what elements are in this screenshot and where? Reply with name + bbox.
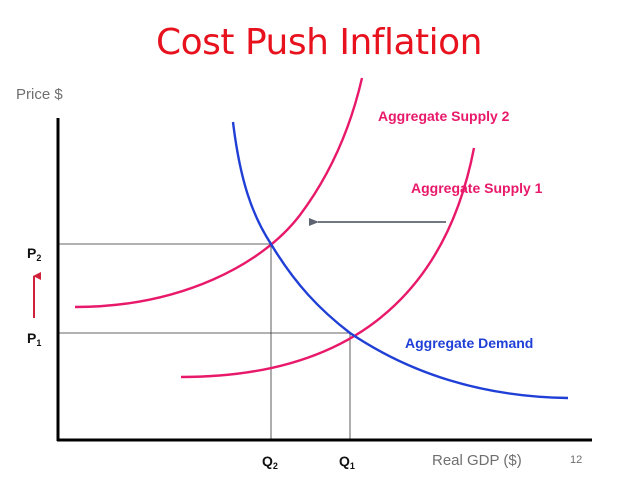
aggregate-supply-2-label: Aggregate Supply 2: [378, 108, 510, 124]
aggregate-supply-2-curve: [74, 77, 364, 309]
page-number: 12: [570, 454, 583, 466]
p2-label: P2: [27, 245, 42, 263]
x-axis-label: Real GDP ($): [432, 452, 522, 469]
aggregate-supply-1-label: Aggregate Supply 1: [411, 180, 543, 196]
aggregate-demand-label: Aggregate Demand: [405, 335, 534, 351]
aggregate-demand-curve: [231, 121, 569, 400]
slide-title: Cost Push Inflation: [155, 22, 483, 63]
y-axis-label: Price $: [16, 86, 63, 103]
aggregate-supply-1-curve: [180, 147, 476, 379]
q2-label: Q2: [262, 453, 278, 471]
q1-label: Q1: [339, 453, 355, 471]
p1-label: P1: [27, 330, 42, 348]
